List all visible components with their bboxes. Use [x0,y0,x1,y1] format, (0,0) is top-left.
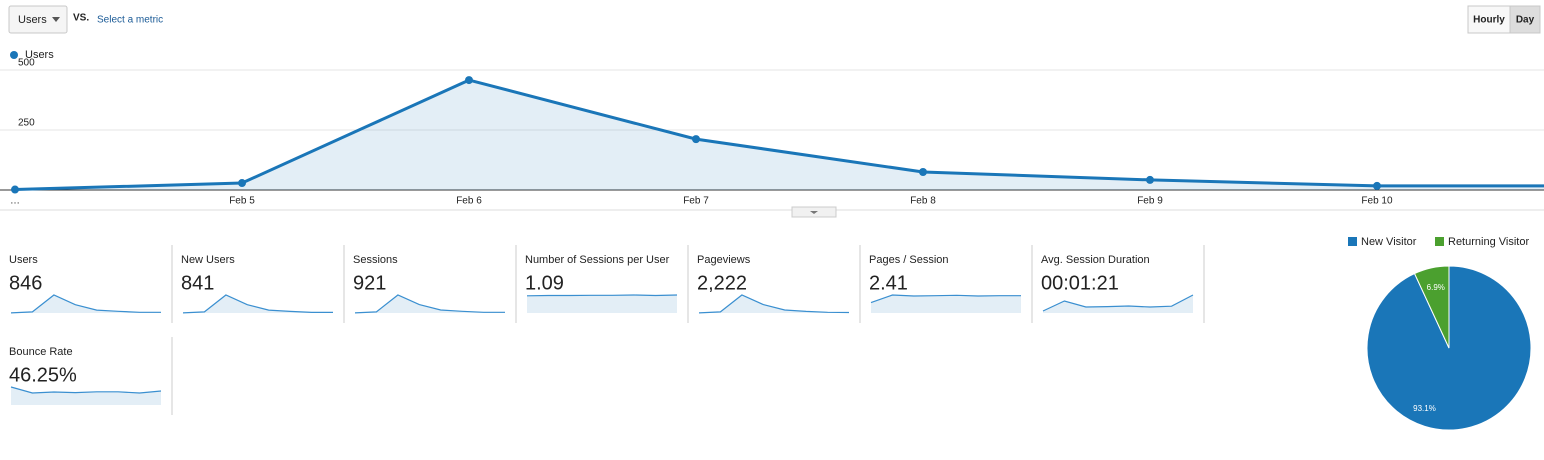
plot [11,76,1544,194]
x-tick-label: Feb 9 [1137,196,1163,207]
sparkline [354,294,505,314]
hourly-label: Hourly [1473,15,1505,26]
pie-label: 6.9% [1427,283,1445,292]
legend-marker [10,51,18,59]
day-button[interactable] [1509,5,1541,34]
metric-label: Users [9,254,38,266]
sparkline [526,294,678,297]
point [1146,175,1154,184]
x-tick-label: Feb 10 [1361,196,1393,207]
sparkline-area [527,295,677,313]
point [465,76,473,85]
legend-label: Users [25,49,54,61]
x-tick-label: Feb 7 [683,196,709,207]
pie-slice [1413,265,1450,349]
sparkline [870,294,1021,304]
metric-value: 2.41 [869,272,908,294]
day-label: Day [1516,15,1535,26]
legend-swatch [1348,237,1357,246]
point [1373,181,1381,190]
metric-label: Avg. Session Duration [1041,254,1150,266]
metric-label: Bounce Rate [9,346,73,358]
point [919,168,927,176]
metric-label: Number of Sessions per User [525,254,670,266]
metric-label: Sessions [353,254,398,266]
dropdown-arrow [52,17,60,22]
hourly-button[interactable] [1467,5,1511,34]
point [11,185,19,194]
metric-value: 841 [181,272,214,294]
metric-value: 2,222 [697,272,747,294]
metric-value: 846 [9,272,42,294]
area [15,80,1544,190]
x-tick-label: … [10,196,20,207]
line [14,78,1544,192]
y-tick-label: 500 [18,58,35,69]
select-metric-link[interactable]: Select a metric [97,15,163,26]
metric-label: Pageviews [697,254,751,266]
x-tick-label: Feb 8 [910,196,936,207]
sparkline [698,294,850,314]
legend-swatch [1435,237,1444,246]
point [692,135,700,144]
legend-label: New Visitor [1361,236,1417,248]
metric-value: 921 [353,272,386,294]
x-tick-label: Feb 5 [229,196,255,207]
sparkline [10,294,161,314]
metric-value: 00:01:21 [1041,272,1119,294]
y-tick-label: 250 [18,118,35,129]
metric-value: 46.25% [9,364,77,386]
sparkline [182,294,333,314]
pie-label: 93.1% [1413,404,1436,413]
sparkline-area [871,295,1021,313]
metric-dropdown[interactable] [8,5,68,34]
metric-label: Pages / Session [869,254,949,266]
metric-dropdown-label: Users [18,14,47,26]
metric-value: 1.09 [525,272,564,294]
sparkline-area [1043,295,1193,313]
vs-label: VS. [73,13,89,24]
point [238,179,246,188]
sparkline [10,386,162,394]
sparkline [1042,294,1194,312]
sparkline-area [11,387,161,405]
x-tick-label: Feb 6 [456,196,482,207]
legend-label: Returning Visitor [1448,236,1529,248]
metric-label: New Users [181,254,235,266]
expand-arrow [810,211,818,214]
